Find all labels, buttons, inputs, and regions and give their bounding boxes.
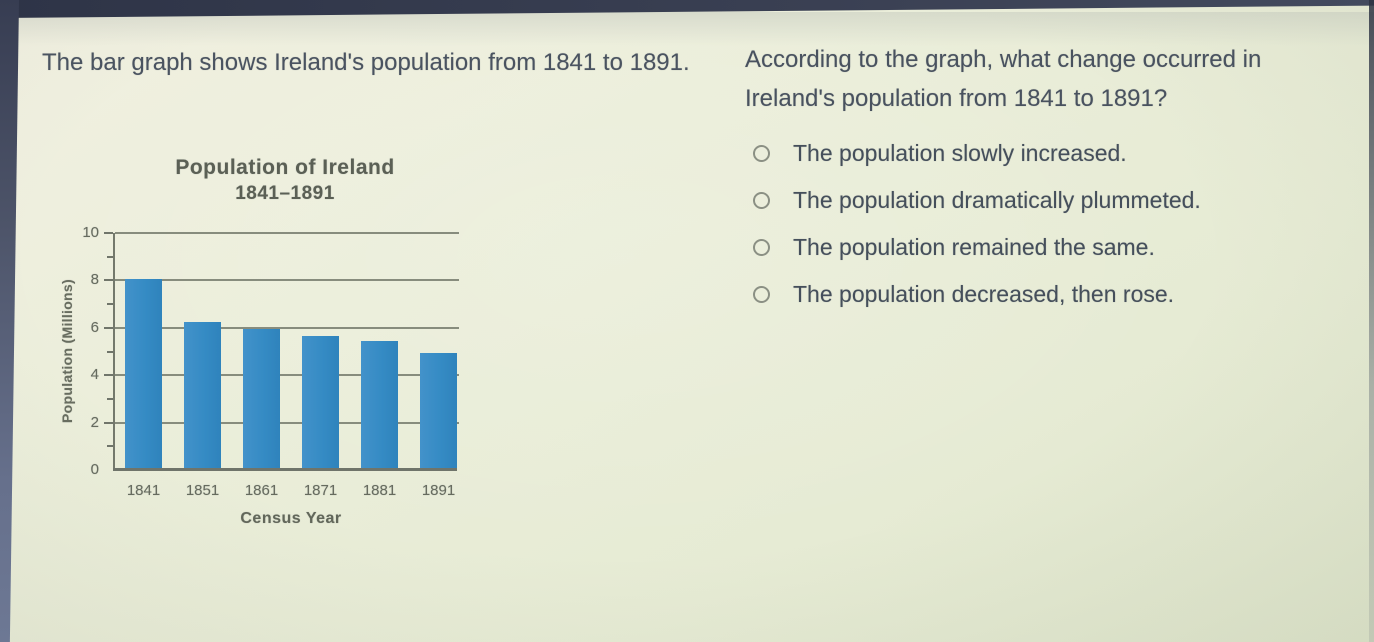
radio-button-2[interactable] [753, 192, 770, 209]
bar-1881 [361, 341, 398, 469]
y-axis-tick [104, 326, 113, 329]
option-row-4[interactable]: The population decreased, then rose. [753, 281, 1174, 308]
chart-subtitle: 1841–1891 [235, 183, 335, 204]
y-tick-label: 2 [90, 413, 99, 431]
radio-button-4[interactable] [753, 286, 770, 303]
bar-1851 [184, 322, 221, 469]
y-axis-tick [107, 350, 113, 353]
option-label-2: The population dramatically plummeted. [793, 187, 1201, 213]
bar-1871 [302, 336, 339, 469]
y-tick-label: 0 [90, 461, 99, 478]
option-label-1: The population slowly increased. [793, 140, 1127, 166]
question-prompt: According to the graph, what change occu… [745, 46, 1262, 112]
option-row-1[interactable]: The population slowly increased. [753, 140, 1127, 167]
y-axis-tick [107, 303, 113, 306]
x-axis-title: Census Year [240, 510, 342, 527]
y-axis-tick [107, 445, 113, 448]
screen-left-edge [0, 0, 19, 642]
radio-button-3[interactable] [753, 239, 770, 256]
y-tick-label: 8 [90, 271, 99, 289]
x-tick-label: 1851 [185, 482, 220, 499]
y-axis-tick [104, 279, 113, 282]
x-axis-line [113, 468, 457, 471]
y-axis-tick [104, 374, 113, 377]
x-tick-label: 1881 [362, 482, 397, 499]
y-axis-tick [107, 397, 113, 400]
bar-1841 [125, 279, 162, 469]
x-tick-label: 1841 [126, 482, 161, 499]
y-axis-title: Population (Millions) [59, 279, 75, 424]
radio-button-1[interactable] [753, 145, 770, 162]
gridline [115, 232, 459, 234]
x-tick-label: 1861 [244, 482, 279, 499]
y-axis-tick [104, 232, 113, 234]
x-tick-label: 1891 [421, 482, 456, 499]
option-row-3[interactable]: The population remained the same. [753, 234, 1155, 261]
gridline [115, 421, 459, 424]
screen-right-edge [1369, 0, 1374, 642]
y-tick-label: 6 [90, 318, 99, 336]
y-axis-line [113, 233, 115, 470]
option-row-2[interactable]: The population dramatically plummeted. [753, 187, 1201, 214]
screen-top-edge [0, 0, 1374, 18]
y-tick-label: 4 [90, 366, 99, 384]
gridline [115, 279, 459, 282]
y-tick-label: 10 [82, 224, 99, 241]
gridline [115, 326, 459, 329]
population-bar-chart: Population of Ireland 1841–1891 Populati… [55, 150, 485, 560]
option-label-3: The population remained the same. [793, 234, 1155, 260]
y-axis-tick [104, 421, 113, 424]
x-tick-label: 1871 [303, 482, 338, 499]
y-axis-tick [107, 255, 113, 258]
intro-text: The bar graph shows Ireland's population… [42, 49, 690, 76]
chart-plot-area [104, 232, 459, 471]
bar-1861 [243, 329, 280, 469]
gridline [115, 374, 459, 377]
chart-title: Population of Ireland [175, 156, 395, 179]
option-label-4: The population decreased, then rose. [793, 281, 1175, 307]
bar-1891 [420, 352, 457, 469]
